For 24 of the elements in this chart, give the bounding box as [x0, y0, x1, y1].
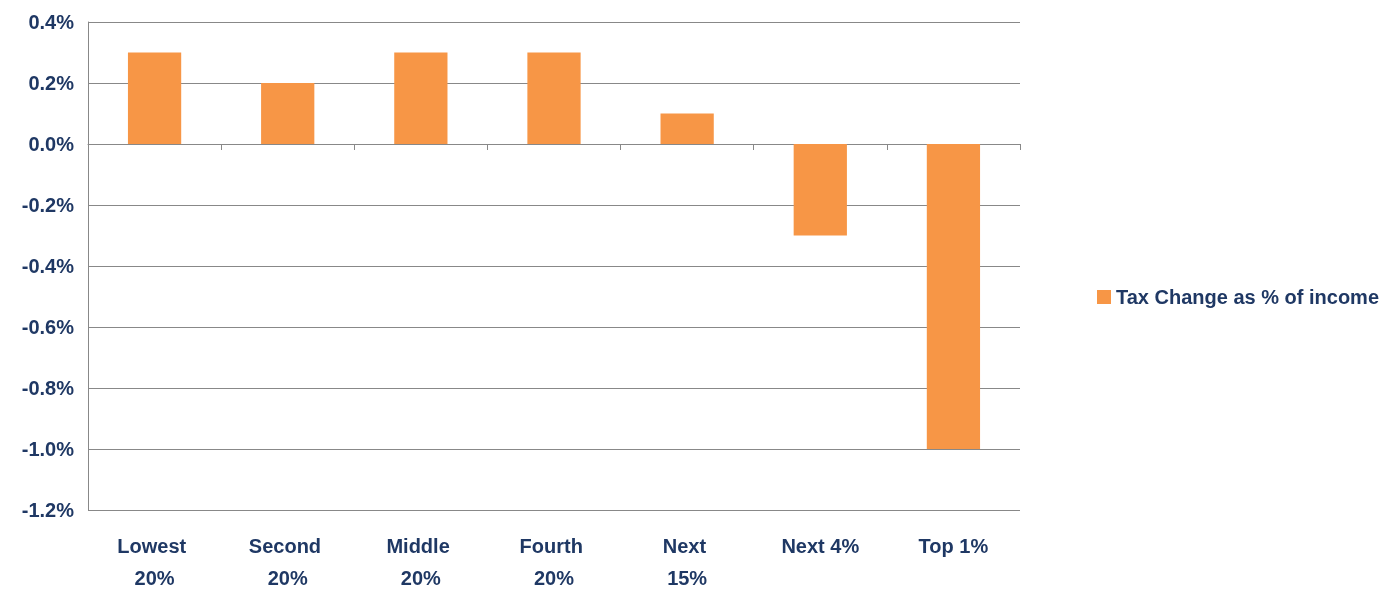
bar: [926, 144, 981, 449]
y-tick-label: -1.2%: [21, 499, 75, 521]
legend-label: Tax Change as % of income: [1115, 286, 1379, 308]
x-tick-label: Next 15%: [662, 535, 712, 589]
bar: [660, 113, 714, 144]
bar: [261, 83, 315, 144]
bar: [394, 52, 448, 144]
x-tick-label: Top 1%: [918, 535, 989, 557]
x-tick-label: Fourth 20%: [519, 535, 589, 589]
bar: [793, 144, 847, 236]
bar: [127, 52, 182, 144]
y-tick-label: 0.2%: [28, 72, 75, 94]
y-tick-label: -0.2%: [21, 194, 75, 216]
x-tick-label: Next 4%: [781, 535, 860, 557]
y-tick-label: 0.0%: [28, 133, 75, 155]
x-tick-label: Lowest 20%: [117, 535, 192, 589]
y-tick-label: -0.6%: [21, 316, 75, 338]
y-tick-label: -1.0%: [21, 438, 75, 460]
y-tick-label: 0.4%: [28, 11, 75, 33]
x-tick-label: Second 20%: [248, 535, 327, 589]
y-tick-label: -0.8%: [21, 377, 75, 399]
bar: [527, 52, 581, 144]
x-tick-label: Middle 20%: [386, 535, 456, 589]
y-tick-label: -0.4%: [21, 255, 75, 277]
